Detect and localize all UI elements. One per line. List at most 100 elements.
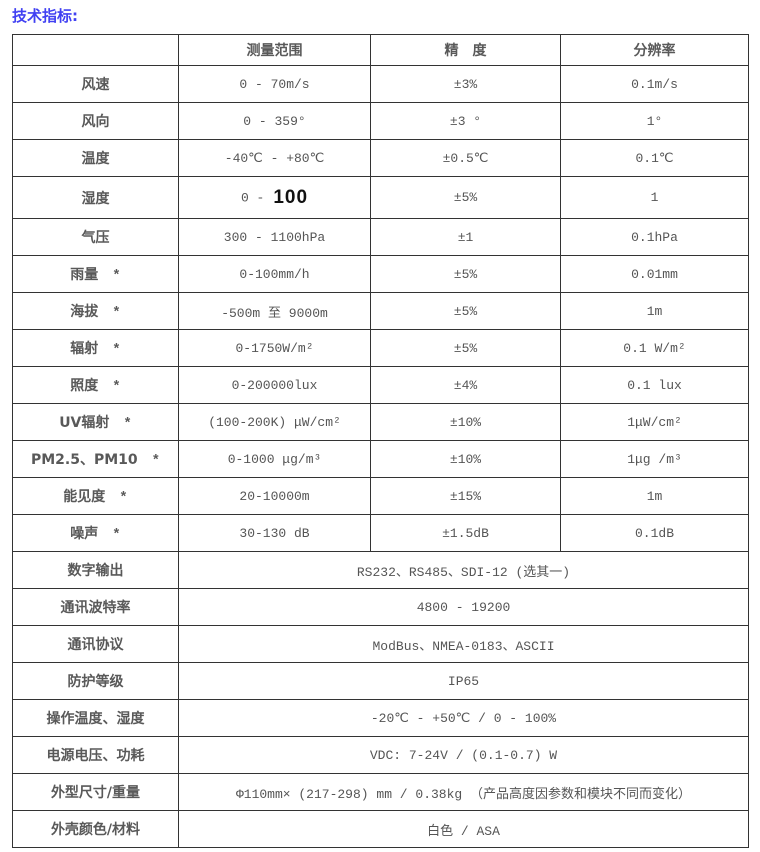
accuracy-value-cell: ±5%: [370, 255, 561, 293]
resolution-value-cell: 1μW/cm²: [560, 403, 749, 441]
row-label-cell: UV辐射 *: [12, 403, 179, 441]
table-row: 照度 * 0-200000lux ±4% 0.1 lux: [12, 366, 749, 404]
row-label: 数字输出: [67, 563, 124, 579]
table-row: 风向 0 - 359° ±3 ° 1°: [12, 102, 749, 140]
table-row: 温度 -40℃ - +80℃ ±0.5℃ 0.1℃: [12, 139, 749, 177]
row-label-cell: 数字输出: [12, 551, 179, 589]
table-row: 噪声 * 30-130 dB ±1.5dB 0.1dB: [12, 514, 749, 552]
row-label: 温度: [81, 151, 110, 167]
star-mark: *: [112, 379, 121, 395]
row-label-cell: 防护等级: [12, 662, 179, 700]
resolution-value-cell: 0.1 lux: [560, 366, 749, 404]
star-mark: *: [119, 490, 128, 506]
resolution-value-cell: 0.1dB: [560, 514, 749, 552]
header-empty-cell: [12, 34, 179, 66]
row-label-cell: 噪声 *: [12, 514, 179, 552]
range-value-cell: 300 - 1100hPa: [178, 218, 371, 256]
row-label: 防护等级: [67, 674, 124, 690]
range-value-cell: 0 - 70m/s: [178, 65, 371, 103]
range-value-cell: 0-100mm/h: [178, 255, 371, 293]
star-mark: *: [151, 453, 161, 469]
table-row: 电源电压、功耗 VDC: 7-24V / (0.1-0.7) W: [12, 736, 749, 774]
row-label: 海拔: [70, 304, 99, 320]
row-label-cell: 操作温度、湿度: [12, 699, 179, 737]
range-value-cell: 30-130 dB: [178, 514, 371, 552]
row-label: 雨量: [70, 267, 99, 283]
merged-value-cell: -20℃ - +50℃ / 0 - 100%: [178, 699, 749, 737]
resolution-value-cell: 1m: [560, 477, 749, 515]
spec-table-body: 风速 0 - 70m/s ±3% 0.1m/s 风向 0 - 359° ±3 ° 1° 温度 -4…: [12, 65, 749, 848]
resolution-value-cell: 0.1hPa: [560, 218, 749, 256]
row-label-cell: 照度 *: [12, 366, 179, 404]
accuracy-value-cell: ±1.5dB: [370, 514, 561, 552]
table-row: 通讯波特率 4800 - 19200: [12, 588, 749, 626]
range-value-cell: 0-1750W/m²: [178, 329, 371, 367]
row-label-cell: PM2.5、PM10 *: [12, 440, 179, 478]
row-label-cell: 温度: [12, 139, 179, 177]
row-label: 风向: [81, 114, 110, 130]
accuracy-value-cell: ±4%: [370, 366, 561, 404]
table-row: 雨量 * 0-100mm/h ±5% 0.01mm: [12, 255, 749, 293]
range-value-cell: (100-200K) μW/cm²: [178, 403, 371, 441]
row-label: 风速: [81, 77, 110, 93]
star-mark: *: [112, 268, 121, 284]
header-row: 测量范围 精 度 分辨率: [12, 34, 749, 66]
row-label-cell: 外型尺寸/重量: [12, 773, 179, 811]
range-value-cell: -40℃ - +80℃: [178, 139, 371, 177]
row-label: 照度: [70, 378, 99, 394]
table-row: PM2.5、PM10 * 0-1000 μg/m³ ±10% 1μg /m³: [12, 440, 749, 478]
resolution-value-cell: 0.1 W/m²: [560, 329, 749, 367]
row-label: 操作温度、湿度: [46, 711, 145, 727]
row-label: 电源电压、功耗: [46, 748, 145, 764]
accuracy-value-cell: ±15%: [370, 477, 561, 515]
resolution-value-cell: 1: [560, 176, 749, 219]
range-value-cell: 0 - 100: [178, 176, 371, 219]
accuracy-value-cell: ±3%: [370, 65, 561, 103]
row-label: UV辐射: [59, 415, 110, 431]
accuracy-value-cell: ±0.5℃: [370, 139, 561, 177]
table-row: 风速 0 - 70m/s ±3% 0.1m/s: [12, 65, 749, 103]
merged-value-cell: VDC: 7-24V / (0.1-0.7) W: [178, 736, 749, 774]
accuracy-value-cell: ±5%: [370, 176, 561, 219]
range-value-cell: 0 - 359°: [178, 102, 371, 140]
row-label: 外壳颜色/材料: [50, 822, 141, 838]
row-label-cell: 海拔 *: [12, 292, 179, 330]
header-measure-range: 测量范围: [178, 34, 371, 66]
resolution-value-cell: 0.01mm: [560, 255, 749, 293]
accuracy-value-cell: ±10%: [370, 403, 561, 441]
table-row: 通讯协议 ModBus、NMEA-0183、ASCII: [12, 625, 749, 663]
accuracy-value-cell: ±10%: [370, 440, 561, 478]
star-mark: *: [112, 305, 121, 321]
range-value-cell: 0-200000lux: [178, 366, 371, 404]
table-row: 辐射 * 0-1750W/m² ±5% 0.1 W/m²: [12, 329, 749, 367]
accuracy-value-cell: ±5%: [370, 292, 561, 330]
resolution-value-cell: 0.1℃: [560, 139, 749, 177]
table-row: 外型尺寸/重量 Φ110mm× (217-298) mm / 0.38kg （产品…: [12, 773, 749, 811]
row-label-cell: 风速: [12, 65, 179, 103]
table-row: UV辐射 * (100-200K) μW/cm² ±10% 1μW/cm²: [12, 403, 749, 441]
row-label-cell: 气压: [12, 218, 179, 256]
table-row: 湿度 0 - 100 ±5% 1: [12, 176, 749, 219]
accuracy-value-cell: ±1: [370, 218, 561, 256]
spec-table: 测量范围 精 度 分辨率 风速 0 - 70m/s ±3% 0.1m/s 风向 0 - 3…: [12, 34, 749, 848]
star-mark: *: [112, 342, 121, 358]
merged-value-cell: IP65: [178, 662, 749, 700]
table-row: 操作温度、湿度 -20℃ - +50℃ / 0 - 100%: [12, 699, 749, 737]
row-label-cell: 通讯波特率: [12, 588, 179, 626]
row-label-cell: 雨量 *: [12, 255, 179, 293]
row-label: PM2.5、PM10: [30, 452, 138, 468]
row-label-cell: 湿度: [12, 176, 179, 219]
resolution-value-cell: 1°: [560, 102, 749, 140]
merged-value-cell: Φ110mm× (217-298) mm / 0.38kg （产品高度因参数和模…: [178, 773, 749, 811]
row-label-cell: 外壳颜色/材料: [12, 810, 179, 848]
table-row: 外壳颜色/材料 白色 / ASA: [12, 810, 749, 848]
row-label: 通讯协议: [67, 637, 124, 653]
row-label-cell: 通讯协议: [12, 625, 179, 663]
star-mark: *: [112, 527, 121, 543]
table-row: 海拔 * -500m 至 9000m ±5% 1m: [12, 292, 749, 330]
row-label-cell: 辐射 *: [12, 329, 179, 367]
range-value-cell: -500m 至 9000m: [178, 292, 371, 330]
merged-value-cell: 白色 / ASA: [178, 810, 749, 848]
table-row: 数字输出 RS232、RS485、SDI-12 (选其一): [12, 551, 749, 589]
row-label: 通讯波特率: [60, 600, 131, 616]
